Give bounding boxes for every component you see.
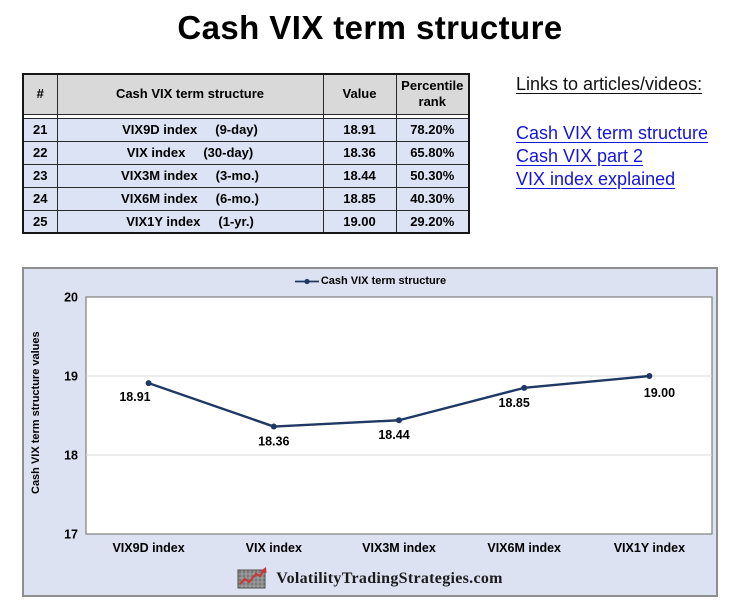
chart-legend: Cash VIX term structure xyxy=(24,275,716,287)
x-axis-label: VIX1Y index xyxy=(614,541,685,555)
data-label: 18.44 xyxy=(378,428,409,442)
line-chart-plot: 20 19 18 17 18.91 18.36 18.44 18.85 19.00 VIX9D i… xyxy=(64,291,713,555)
chart-footer: VolatilityTradingStrategies.com xyxy=(24,567,716,590)
row-number-cell: 25 xyxy=(22,209,58,234)
value-cell: 18.36 xyxy=(322,140,397,165)
value-cell: 18.91 xyxy=(322,117,397,142)
link-list: Cash VIX term structure Cash VIX part 2 … xyxy=(516,122,708,191)
x-axis-label: VIX9D index xyxy=(112,541,184,555)
row-number-cell: 22 xyxy=(22,140,58,165)
header-name: Cash VIX term structure xyxy=(56,73,324,115)
value-cell: 18.44 xyxy=(322,163,397,188)
x-axis-label: VIX index xyxy=(246,541,302,555)
table-header-row: # Cash VIX term structure Value Percenti… xyxy=(22,73,470,115)
percentile-cell: 65.80% xyxy=(395,140,470,165)
table-row: 21 VIX9D index (9-day) 18.91 78.20% xyxy=(22,117,470,142)
vts-chart-logo-icon xyxy=(237,567,267,589)
y-tick-label: 18 xyxy=(64,449,78,463)
table-and-links-row: # Cash VIX term structure Value Percenti… xyxy=(22,73,740,234)
data-label: 18.91 xyxy=(119,390,150,404)
plot-area xyxy=(85,296,713,535)
table-row: 23 VIX3M index (3-mo.) 18.44 50.30% xyxy=(22,163,470,188)
percentile-cell: 29.20% xyxy=(395,209,470,234)
index-name-cell: VIX9D index (9-day) xyxy=(56,117,324,142)
index-name-cell: VIX index (30-day) xyxy=(56,140,324,165)
index-name-cell: VIX1Y index (1-yr.) xyxy=(56,209,324,234)
legend-line-marker-icon xyxy=(294,278,319,284)
row-number-cell: 23 xyxy=(22,163,58,188)
links-panel: Links to articles/videos: Cash VIX term … xyxy=(516,73,708,191)
data-label: 18.36 xyxy=(258,435,289,449)
vix-term-structure-table: # Cash VIX term structure Value Percenti… xyxy=(22,73,470,234)
data-point-marker xyxy=(145,380,152,387)
y-tick-label: 17 xyxy=(64,528,78,542)
brand-text: VolatilityTradingStrategies.com xyxy=(276,569,503,587)
row-number-cell: 24 xyxy=(22,186,58,211)
header-row-number: # xyxy=(22,73,58,115)
table-row: 22 VIX index (30-day) 18.36 65.80% xyxy=(22,140,470,165)
table-row: 25 VIX1Y index (1-yr.) 19.00 29.20% xyxy=(22,209,470,234)
header-percentile-rank: Percentile rank xyxy=(395,73,470,115)
index-name-cell: VIX3M index (3-mo.) xyxy=(56,163,324,188)
x-axis-label: VIX3M index xyxy=(362,541,436,555)
link-cash-vix-part-2[interactable]: Cash VIX part 2 xyxy=(516,146,644,166)
links-heading: Links to articles/videos: xyxy=(516,74,703,94)
percentile-cell: 40.30% xyxy=(395,186,470,211)
x-axis-label: VIX6M index xyxy=(487,541,561,555)
index-name-cell: VIX6M index (6-mo.) xyxy=(56,186,324,211)
data-label: 18.85 xyxy=(499,396,530,410)
term-structure-chart: Cash VIX term structure Cash VIX term st… xyxy=(22,267,718,597)
link-cash-vix-term-structure[interactable]: Cash VIX term structure xyxy=(516,123,709,143)
link-vix-index-explained[interactable]: VIX index explained xyxy=(516,169,676,189)
header-value: Value xyxy=(322,73,397,115)
data-point-marker xyxy=(646,373,653,379)
percentile-cell: 78.20% xyxy=(395,117,470,142)
value-cell: 18.85 xyxy=(322,186,397,211)
data-label: 19.00 xyxy=(644,386,675,400)
percentile-cell: 50.30% xyxy=(395,163,470,188)
data-point-marker xyxy=(521,384,528,391)
page-title: Cash VIX term structure xyxy=(177,9,563,46)
data-point-marker xyxy=(396,417,402,424)
data-point-marker xyxy=(270,423,277,430)
y-tick-label: 19 xyxy=(64,370,78,384)
value-cell: 19.00 xyxy=(322,209,397,234)
legend-label: Cash VIX term structure xyxy=(320,275,447,287)
table-row: 24 VIX6M index (6-mo.) 18.85 40.30% xyxy=(22,186,470,211)
y-tick-label: 20 xyxy=(64,291,78,305)
row-number-cell: 21 xyxy=(22,117,58,142)
